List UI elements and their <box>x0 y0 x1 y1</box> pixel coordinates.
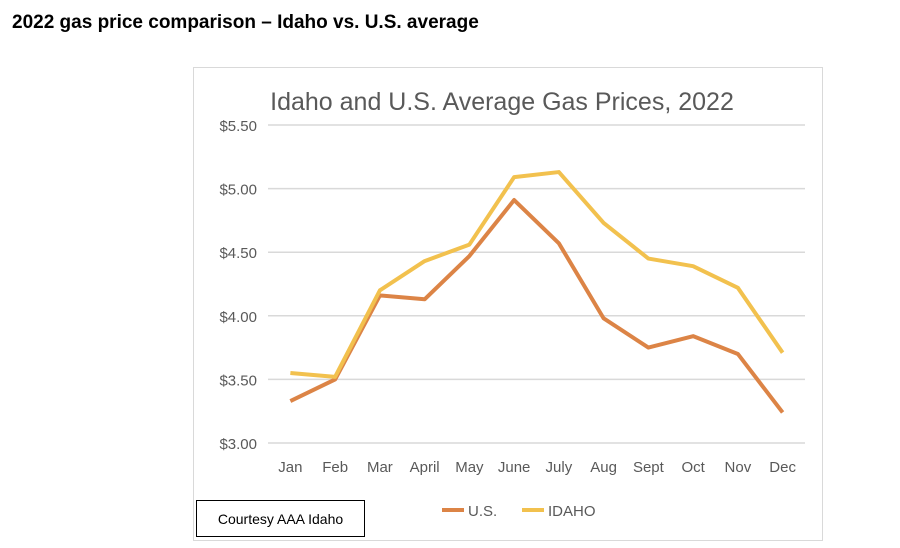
y-tick-label: $3.00 <box>219 436 257 453</box>
chart-title: Idaho and U.S. Average Gas Prices, 2022 <box>270 88 734 116</box>
page-title: 2022 gas price comparison – Idaho vs. U.… <box>12 12 479 33</box>
x-tick-label: April <box>410 459 440 476</box>
y-tick-label: $4.50 <box>219 245 257 262</box>
y-tick-label: $3.50 <box>219 372 257 389</box>
x-tick-label: Aug <box>590 459 617 476</box>
x-tick-label: May <box>455 459 484 476</box>
legend-label: U.S. <box>468 503 497 520</box>
y-tick-label: $5.50 <box>219 118 257 135</box>
x-tick-label: Oct <box>681 459 705 476</box>
courtesy-label: Courtesy AAA Idaho <box>196 500 365 537</box>
legend-label: IDAHO <box>548 503 596 520</box>
x-tick-label: Sept <box>633 459 665 476</box>
x-tick-label: Jan <box>278 459 302 476</box>
chart-frame <box>193 67 823 541</box>
y-tick-label: $4.00 <box>219 309 257 326</box>
x-tick-label: July <box>546 459 573 476</box>
y-tick-label: $5.00 <box>219 182 257 199</box>
x-tick-label: Feb <box>322 459 348 476</box>
x-tick-label: Dec <box>769 459 796 476</box>
x-tick-label: Mar <box>367 459 393 476</box>
series-line-us <box>289 198 785 414</box>
x-tick-label: June <box>498 459 531 476</box>
x-tick-label: Nov <box>725 459 752 476</box>
series-line-idaho <box>290 170 785 379</box>
